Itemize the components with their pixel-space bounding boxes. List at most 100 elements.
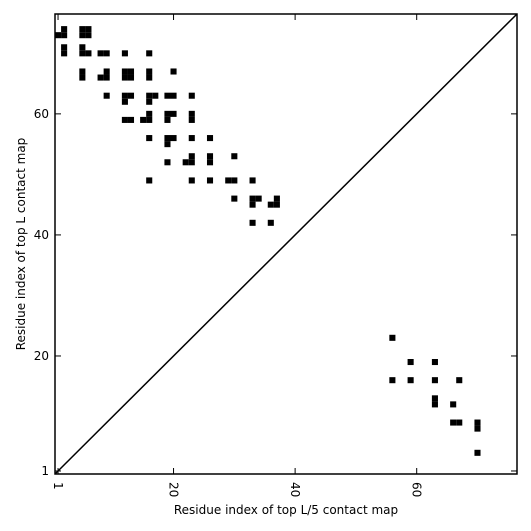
contact-cell <box>146 50 153 57</box>
contact-cell <box>146 135 153 142</box>
contact-cell <box>164 141 171 148</box>
contact-cell <box>164 159 171 166</box>
plot-frame <box>54 13 518 475</box>
contact-cell <box>407 359 414 366</box>
contact-cell <box>188 116 195 123</box>
contact-cell <box>170 92 177 99</box>
contact-cell <box>61 44 68 51</box>
contact-cell <box>249 177 256 184</box>
contact-cell <box>79 68 86 75</box>
contact-cell <box>121 50 128 57</box>
contact-cell <box>431 359 438 366</box>
contact-cell <box>431 395 438 402</box>
y-tick-label: 20 <box>34 349 49 363</box>
contact-cell <box>188 153 195 160</box>
x-tick-label: 60 <box>410 482 424 497</box>
contact-cell <box>188 135 195 142</box>
y-tick-label: 40 <box>34 228 49 242</box>
contact-cell <box>170 135 177 142</box>
y-tick-label: 60 <box>34 107 49 121</box>
contact-cell <box>450 401 457 408</box>
diagonal-line <box>54 13 518 475</box>
contact-cell <box>255 195 262 202</box>
contact-cell <box>79 44 86 51</box>
contact-cell <box>164 135 171 142</box>
contact-cell <box>121 68 128 75</box>
contact-cell <box>103 68 110 75</box>
contact-cell <box>188 92 195 99</box>
y-tick-label: 1 <box>41 464 49 478</box>
contact-cell <box>206 135 214 142</box>
contact-cell <box>127 92 135 99</box>
contact-cell <box>146 177 153 184</box>
contact-cell <box>389 377 396 384</box>
contact-cell <box>97 50 104 57</box>
contact-cell <box>146 116 153 123</box>
y-axis-title: Residue index of top L contact map <box>14 138 28 351</box>
contact-cell <box>431 401 438 408</box>
x-tick-label: 40 <box>288 482 302 497</box>
contact-cell <box>225 177 232 184</box>
contact-cell <box>231 195 238 202</box>
contact-cell <box>85 50 92 57</box>
contact-cell <box>55 32 62 39</box>
contact-cell <box>61 50 68 57</box>
contact-cell <box>170 110 177 117</box>
contact-cell <box>61 32 68 39</box>
contact-cell <box>170 68 177 75</box>
contact-cell <box>267 219 274 226</box>
contact-cell <box>79 74 86 81</box>
contact-cell <box>206 159 214 166</box>
contact-cell <box>273 201 280 208</box>
contact-cell <box>182 159 189 166</box>
x-axis-title: Residue index of top L/5 contact map <box>174 503 398 517</box>
contact-cell <box>61 26 68 33</box>
contact-cell <box>146 92 153 99</box>
axis-ticks: 1 20 40 60 1 20 40 60 <box>34 14 517 497</box>
contact-cell <box>231 177 238 184</box>
contact-cell <box>103 74 110 81</box>
contact-cell <box>188 110 195 117</box>
x-tick-label: 20 <box>167 482 181 497</box>
contact-cell <box>249 219 256 226</box>
contact-cell <box>127 74 135 81</box>
contact-cell <box>188 159 195 166</box>
contact-cell <box>127 68 135 75</box>
contact-cell <box>389 334 396 341</box>
contact-cell <box>407 377 414 384</box>
contact-cell <box>206 177 214 184</box>
contact-cell <box>249 201 256 208</box>
contact-cell <box>121 98 128 105</box>
contact-cell <box>164 92 171 99</box>
contact-cell <box>103 50 110 57</box>
contact-cell <box>121 74 128 81</box>
contact-cell <box>85 26 92 33</box>
contact-cell <box>456 377 463 384</box>
contact-cell <box>79 32 86 39</box>
contact-cell <box>146 98 153 105</box>
contact-cell <box>267 201 274 208</box>
contact-cell <box>85 32 92 39</box>
x-tick-label: 1 <box>51 482 65 490</box>
contact-cell <box>431 377 438 384</box>
contact-cell <box>121 116 128 123</box>
contact-cell <box>152 92 159 99</box>
upper-triangle-contacts <box>55 26 280 226</box>
contact-cell <box>456 419 463 426</box>
contact-cell <box>231 153 238 160</box>
contact-cell <box>450 419 457 426</box>
contact-cell <box>79 26 86 33</box>
contact-cell <box>206 153 214 160</box>
contact-cell <box>140 116 147 123</box>
contact-cell <box>127 116 135 123</box>
contact-cell <box>97 74 104 81</box>
contact-cell <box>164 110 171 117</box>
lower-triangle-contacts <box>389 334 481 456</box>
contact-cell <box>474 449 481 456</box>
contact-cell <box>146 74 153 81</box>
contact-cell <box>103 92 110 99</box>
contact-cell <box>146 68 153 75</box>
contact-cell <box>164 116 171 123</box>
contact-cell <box>249 195 256 202</box>
